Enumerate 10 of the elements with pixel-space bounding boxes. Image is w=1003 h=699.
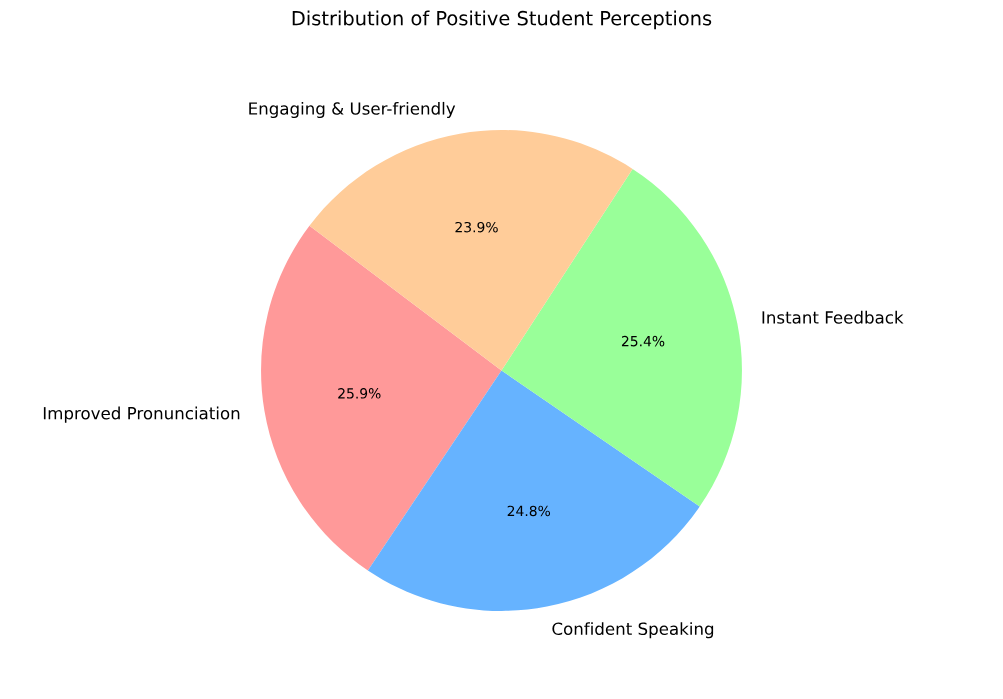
chart-title: Distribution of Positive Student Perceptions bbox=[292, 10, 712, 30]
data-label: 23.9% bbox=[455, 221, 498, 233]
data-label: 25.9% bbox=[338, 388, 381, 399]
slice-label: Improved Pronunciation bbox=[43, 406, 240, 423]
pie-slice bbox=[501, 168, 742, 507]
data-label: 24.8% bbox=[507, 505, 551, 517]
slice-label: Engaging & User-friendly bbox=[249, 101, 456, 119]
slice-label: Confident Speaking bbox=[552, 622, 714, 639]
data-label: 25.4% bbox=[621, 335, 665, 347]
slice-label: Instant Feedback bbox=[762, 310, 904, 324]
